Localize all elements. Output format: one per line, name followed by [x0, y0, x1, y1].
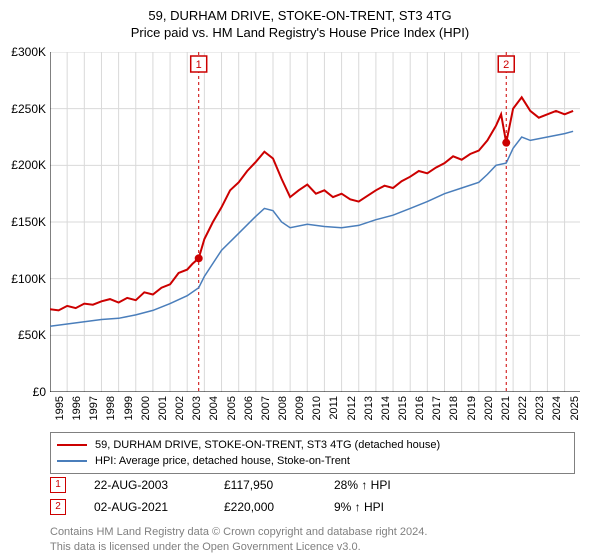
sale-marker: 1 — [50, 477, 66, 493]
sale-row: 2 02-AUG-2021£220,0009% ↑ HPI — [50, 496, 575, 518]
chart-container: 59, DURHAM DRIVE, STOKE-ON-TRENT, ST3 4T… — [0, 0, 600, 560]
x-tick-label: 2005 — [226, 396, 238, 420]
y-tick-label: £250K — [11, 102, 46, 116]
x-tick-label: 2025 — [569, 396, 581, 420]
footer: Contains HM Land Registry data © Crown c… — [50, 525, 580, 554]
x-tick-label: 1997 — [88, 396, 100, 420]
y-tick-label: £50K — [18, 328, 46, 342]
sale-diff: 28% ↑ HPI — [334, 478, 444, 492]
svg-text:1: 1 — [196, 59, 202, 71]
x-tick-label: 1999 — [123, 396, 135, 420]
x-tick-label: 1998 — [105, 396, 117, 420]
y-tick-label: £300K — [11, 45, 46, 59]
x-tick-label: 2015 — [397, 396, 409, 420]
chart-area: 12 — [50, 52, 580, 392]
sale-date: 22-AUG-2003 — [94, 478, 224, 492]
legend-swatch — [57, 444, 87, 446]
legend-label: HPI: Average price, detached house, Stok… — [95, 455, 350, 467]
x-tick-label: 2019 — [466, 396, 478, 420]
x-tick-label: 2010 — [311, 396, 323, 420]
sale-price: £220,000 — [224, 500, 334, 514]
y-tick-label: £200K — [11, 158, 46, 172]
x-tick-label: 2013 — [363, 396, 375, 420]
x-tick-label: 1996 — [71, 396, 83, 420]
footer-line-2: This data is licensed under the Open Gov… — [50, 540, 580, 554]
x-tick-label: 2003 — [191, 396, 203, 420]
x-tick-label: 2017 — [431, 396, 443, 420]
x-tick-label: 2007 — [260, 396, 272, 420]
y-tick-label: £100K — [11, 272, 46, 286]
legend-item: HPI: Average price, detached house, Stok… — [57, 453, 568, 469]
x-tick-label: 2022 — [517, 396, 529, 420]
x-tick-label: 2020 — [483, 396, 495, 420]
x-tick-label: 2001 — [157, 396, 169, 420]
sales-table: 1 22-AUG-2003£117,95028% ↑ HPI 2 02-AUG-202… — [50, 474, 575, 518]
legend-swatch — [57, 460, 87, 462]
y-tick-label: £150K — [11, 215, 46, 229]
chart-svg: 12 — [50, 52, 580, 392]
sale-date: 02-AUG-2021 — [94, 500, 224, 514]
x-tick-label: 2018 — [448, 396, 460, 420]
x-tick-label: 2009 — [294, 396, 306, 420]
sale-row: 1 22-AUG-2003£117,95028% ↑ HPI — [50, 474, 575, 496]
x-axis: 1995 1996 1997 1998 1999 2000 2001 2002 2003 2004… — [50, 394, 580, 434]
sale-price: £117,950 — [224, 478, 334, 492]
x-tick-label: 2024 — [551, 396, 563, 420]
chart-title: 59, DURHAM DRIVE, STOKE-ON-TRENT, ST3 4T… — [0, 8, 600, 23]
footer-line-1: Contains HM Land Registry data © Crown c… — [50, 525, 580, 539]
x-tick-label: 2021 — [500, 396, 512, 420]
x-tick-label: 2012 — [346, 396, 358, 420]
x-tick-label: 1995 — [54, 396, 66, 420]
y-axis: £0£50K£100K£150K£200K£250K£300K — [0, 52, 48, 392]
legend-label: 59, DURHAM DRIVE, STOKE-ON-TRENT, ST3 4T… — [95, 439, 440, 451]
x-tick-label: 2004 — [208, 396, 220, 420]
x-tick-label: 2008 — [277, 396, 289, 420]
sale-diff: 9% ↑ HPI — [334, 500, 444, 514]
x-tick-label: 2002 — [174, 396, 186, 420]
x-tick-label: 2006 — [243, 396, 255, 420]
x-tick-label: 2000 — [140, 396, 152, 420]
title-block: 59, DURHAM DRIVE, STOKE-ON-TRENT, ST3 4T… — [0, 0, 600, 40]
legend: 59, DURHAM DRIVE, STOKE-ON-TRENT, ST3 4T… — [50, 432, 575, 474]
x-tick-label: 2014 — [380, 396, 392, 420]
x-tick-label: 2023 — [534, 396, 546, 420]
legend-item: 59, DURHAM DRIVE, STOKE-ON-TRENT, ST3 4T… — [57, 437, 568, 453]
x-tick-label: 2011 — [328, 396, 340, 420]
chart-subtitle: Price paid vs. HM Land Registry's House … — [0, 25, 600, 40]
x-tick-label: 2016 — [414, 396, 426, 420]
sale-marker: 2 — [50, 499, 66, 515]
y-tick-label: £0 — [33, 385, 46, 399]
svg-text:2: 2 — [503, 59, 509, 71]
